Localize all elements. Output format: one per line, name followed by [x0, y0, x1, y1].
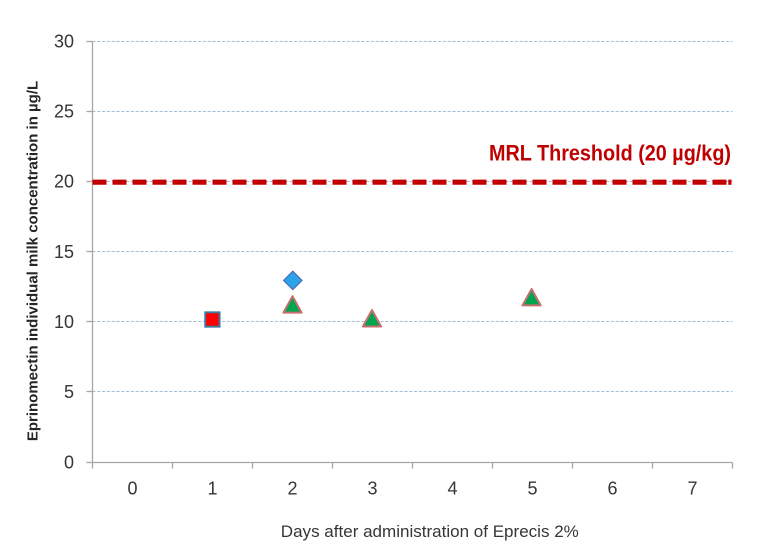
svg-text:10: 10	[54, 312, 74, 332]
svg-text:Eprinomectin individual milk c: Eprinomectin individual milk concentrati…	[25, 81, 42, 441]
svg-text:7: 7	[687, 479, 697, 499]
svg-text:15: 15	[54, 242, 74, 262]
svg-text:2: 2	[287, 479, 297, 499]
svg-text:0: 0	[64, 452, 74, 472]
svg-text:5: 5	[527, 479, 537, 499]
svg-text:25: 25	[54, 102, 74, 122]
svg-text:MRL Threshold (20 µg/kg): MRL Threshold (20 µg/kg)	[489, 141, 731, 166]
svg-text:30: 30	[54, 31, 74, 51]
svg-text:Days after administration of E: Days after administration of Eprecis 2%	[281, 522, 579, 541]
svg-text:6: 6	[607, 479, 617, 499]
svg-text:1: 1	[207, 479, 217, 499]
svg-text:20: 20	[54, 172, 74, 192]
svg-text:4: 4	[447, 479, 457, 499]
svg-text:0: 0	[127, 479, 137, 499]
svg-text:5: 5	[64, 382, 74, 402]
svg-text:3: 3	[367, 479, 377, 499]
